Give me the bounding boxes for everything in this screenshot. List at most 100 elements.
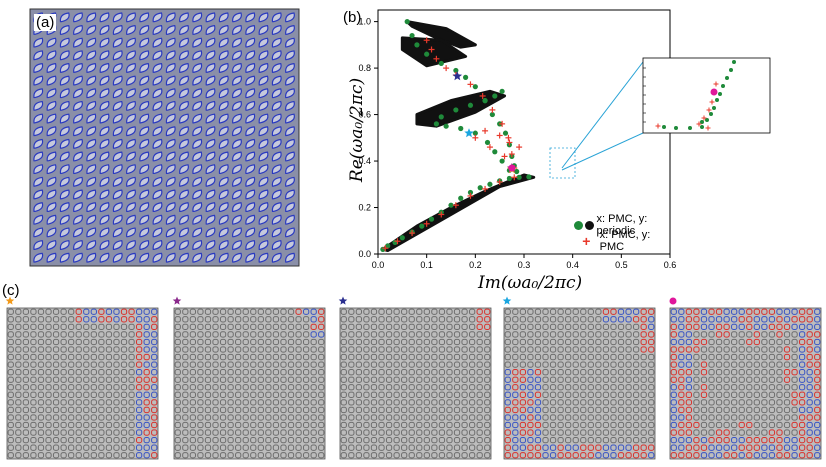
- field-cell: [189, 338, 197, 346]
- field-cell: [640, 316, 647, 323]
- lattice-cell: [46, 50, 57, 61]
- field-cell: [416, 391, 423, 398]
- field-cell: [370, 323, 378, 331]
- field-cell: [565, 452, 572, 459]
- field-cell: [295, 308, 302, 315]
- field-cell: [60, 452, 67, 459]
- field-cell: [105, 323, 113, 331]
- field-cell: [461, 406, 468, 414]
- field-cell: [557, 444, 564, 451]
- lattice-cell: [258, 88, 269, 99]
- field-cell: [670, 323, 677, 331]
- field-cell: [189, 346, 197, 353]
- field-cell: [731, 369, 738, 376]
- field-cell: [534, 316, 542, 323]
- field-cell: [257, 376, 264, 383]
- field-cell: [287, 399, 295, 406]
- legend-row-periodic: x: PMC, y: periodic: [573, 213, 669, 237]
- field-cell: [595, 406, 602, 414]
- field-cell: [280, 376, 287, 383]
- field-cell: [617, 444, 625, 451]
- lattice-cell: [99, 75, 110, 86]
- field-cell: [648, 436, 655, 444]
- field-cell: [580, 361, 587, 368]
- field-cell: [798, 444, 806, 451]
- field-cell: [595, 369, 602, 376]
- field-panel-purple: [172, 296, 326, 460]
- field-cell: [287, 346, 295, 353]
- field-cell: [602, 444, 610, 451]
- field-cell: [408, 338, 415, 346]
- field-cell: [363, 429, 370, 436]
- field-cell: [204, 406, 212, 414]
- field-cell: [272, 399, 280, 406]
- field-cell: [723, 406, 730, 414]
- field-cell: [90, 308, 97, 315]
- lattice-cell: [179, 138, 189, 149]
- field-cell: [7, 399, 14, 406]
- field-cell: [189, 391, 197, 398]
- point-periodic: [463, 74, 469, 80]
- point-periodic: [502, 130, 509, 136]
- lattice-cell: [245, 214, 256, 225]
- field-cell: [806, 376, 813, 383]
- field-cell: [135, 429, 143, 436]
- field-cell: [423, 308, 430, 315]
- field-cell: [52, 316, 60, 323]
- field-cell: [318, 399, 325, 406]
- field-cell: [708, 361, 715, 368]
- lattice-cell: [271, 240, 282, 250]
- field-cell: [738, 331, 745, 338]
- field-cell: [242, 323, 249, 331]
- field-cell: [105, 338, 113, 346]
- field-cell: [90, 391, 97, 398]
- field-cell: [527, 384, 534, 391]
- field-cell: [348, 406, 355, 414]
- field-cell: [670, 391, 677, 398]
- field-cell: [257, 452, 264, 459]
- field-cell: [798, 331, 806, 338]
- field-cell: [708, 421, 715, 429]
- field-cell: [438, 444, 446, 451]
- lattice-cell: [126, 75, 136, 86]
- field-cell: [527, 391, 534, 398]
- field-cell: [602, 338, 610, 346]
- field-cell: [174, 369, 181, 376]
- inset-point-periodic: [712, 106, 716, 110]
- field-cell: [446, 331, 453, 338]
- field-cell: [68, 429, 75, 436]
- field-cell: [446, 376, 453, 383]
- field-cell: [693, 391, 700, 398]
- lattice-cell: [59, 100, 70, 111]
- lattice-cell: [126, 138, 136, 149]
- point-periodic: [458, 195, 464, 201]
- field-cell: [617, 399, 625, 406]
- field-cell: [632, 331, 640, 338]
- inset-highlight-dot: [710, 88, 718, 96]
- field-cell: [423, 361, 430, 368]
- lattice-cell: [73, 189, 83, 200]
- field-cell: [219, 429, 227, 436]
- field-cell: [423, 421, 430, 429]
- field-cell: [83, 338, 90, 346]
- field-cell: [685, 414, 693, 421]
- field-cell: [625, 338, 632, 346]
- field-cell: [453, 384, 461, 391]
- field-cell: [423, 331, 430, 338]
- field-cell: [393, 414, 400, 421]
- field-cell: [670, 452, 677, 459]
- lattice-cell: [258, 240, 269, 250]
- field-cell: [83, 429, 90, 436]
- field-cell: [678, 391, 685, 398]
- field-cell: [219, 353, 227, 361]
- field-cell: [693, 308, 700, 315]
- field-cell: [272, 308, 280, 315]
- field-cell: [783, 391, 791, 398]
- point-periodic: [458, 125, 464, 132]
- lattice-cell: [46, 126, 57, 137]
- lattice-cell: [179, 88, 189, 99]
- field-cell: [348, 376, 355, 383]
- field-cell: [355, 384, 363, 391]
- field-cell: [519, 316, 527, 323]
- field-cell: [318, 369, 325, 376]
